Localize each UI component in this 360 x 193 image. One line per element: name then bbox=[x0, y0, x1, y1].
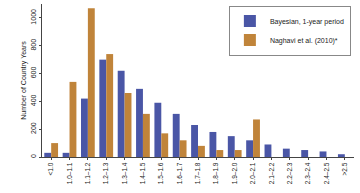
svg-text:0: 0 bbox=[30, 154, 37, 158]
svg-text:1.6–1.7: 1.6–1.7 bbox=[176, 162, 183, 184]
svg-text:1.3–1.4: 1.3–1.4 bbox=[121, 162, 128, 184]
svg-text:1.5–1.6: 1.5–1.6 bbox=[157, 162, 164, 184]
svg-text:1000: 1000 bbox=[30, 9, 37, 25]
svg-text:1.7–1.8: 1.7–1.8 bbox=[194, 162, 201, 184]
svg-text:2.0–2.1: 2.0–2.1 bbox=[249, 162, 256, 184]
svg-text:1.9–2.0: 1.9–2.0 bbox=[231, 162, 238, 184]
svg-text:200: 200 bbox=[30, 122, 37, 134]
svg-text:1.8–1.9: 1.8–1.9 bbox=[212, 162, 219, 184]
svg-text:2.1–2.2: 2.1–2.2 bbox=[268, 162, 275, 184]
svg-text:Number of Country Years: Number of Country Years bbox=[20, 41, 28, 120]
svg-text:Bayesian, 1-year period: Bayesian, 1-year period bbox=[270, 18, 344, 26]
svg-text:1.4–1.5: 1.4–1.5 bbox=[139, 162, 146, 184]
svg-text:2.2–2.3: 2.2–2.3 bbox=[286, 162, 293, 184]
svg-text:>2.5: >2.5 bbox=[341, 162, 348, 175]
svg-text:Naghavi et al. (2010)*: Naghavi et al. (2010)* bbox=[270, 37, 338, 45]
svg-text:400: 400 bbox=[30, 94, 37, 106]
svg-text:2.3–2.4: 2.3–2.4 bbox=[304, 162, 311, 184]
svg-text:<1.0: <1.0 bbox=[47, 162, 54, 175]
svg-text:1.0–1.1: 1.0–1.1 bbox=[66, 162, 73, 184]
svg-text:2.4–2.5: 2.4–2.5 bbox=[323, 162, 330, 184]
svg-text:600: 600 bbox=[30, 67, 37, 79]
svg-text:1.1–1.2: 1.1–1.2 bbox=[84, 162, 91, 184]
svg-text:800: 800 bbox=[30, 39, 37, 51]
svg-text:1.2–1.3: 1.2–1.3 bbox=[102, 162, 109, 184]
